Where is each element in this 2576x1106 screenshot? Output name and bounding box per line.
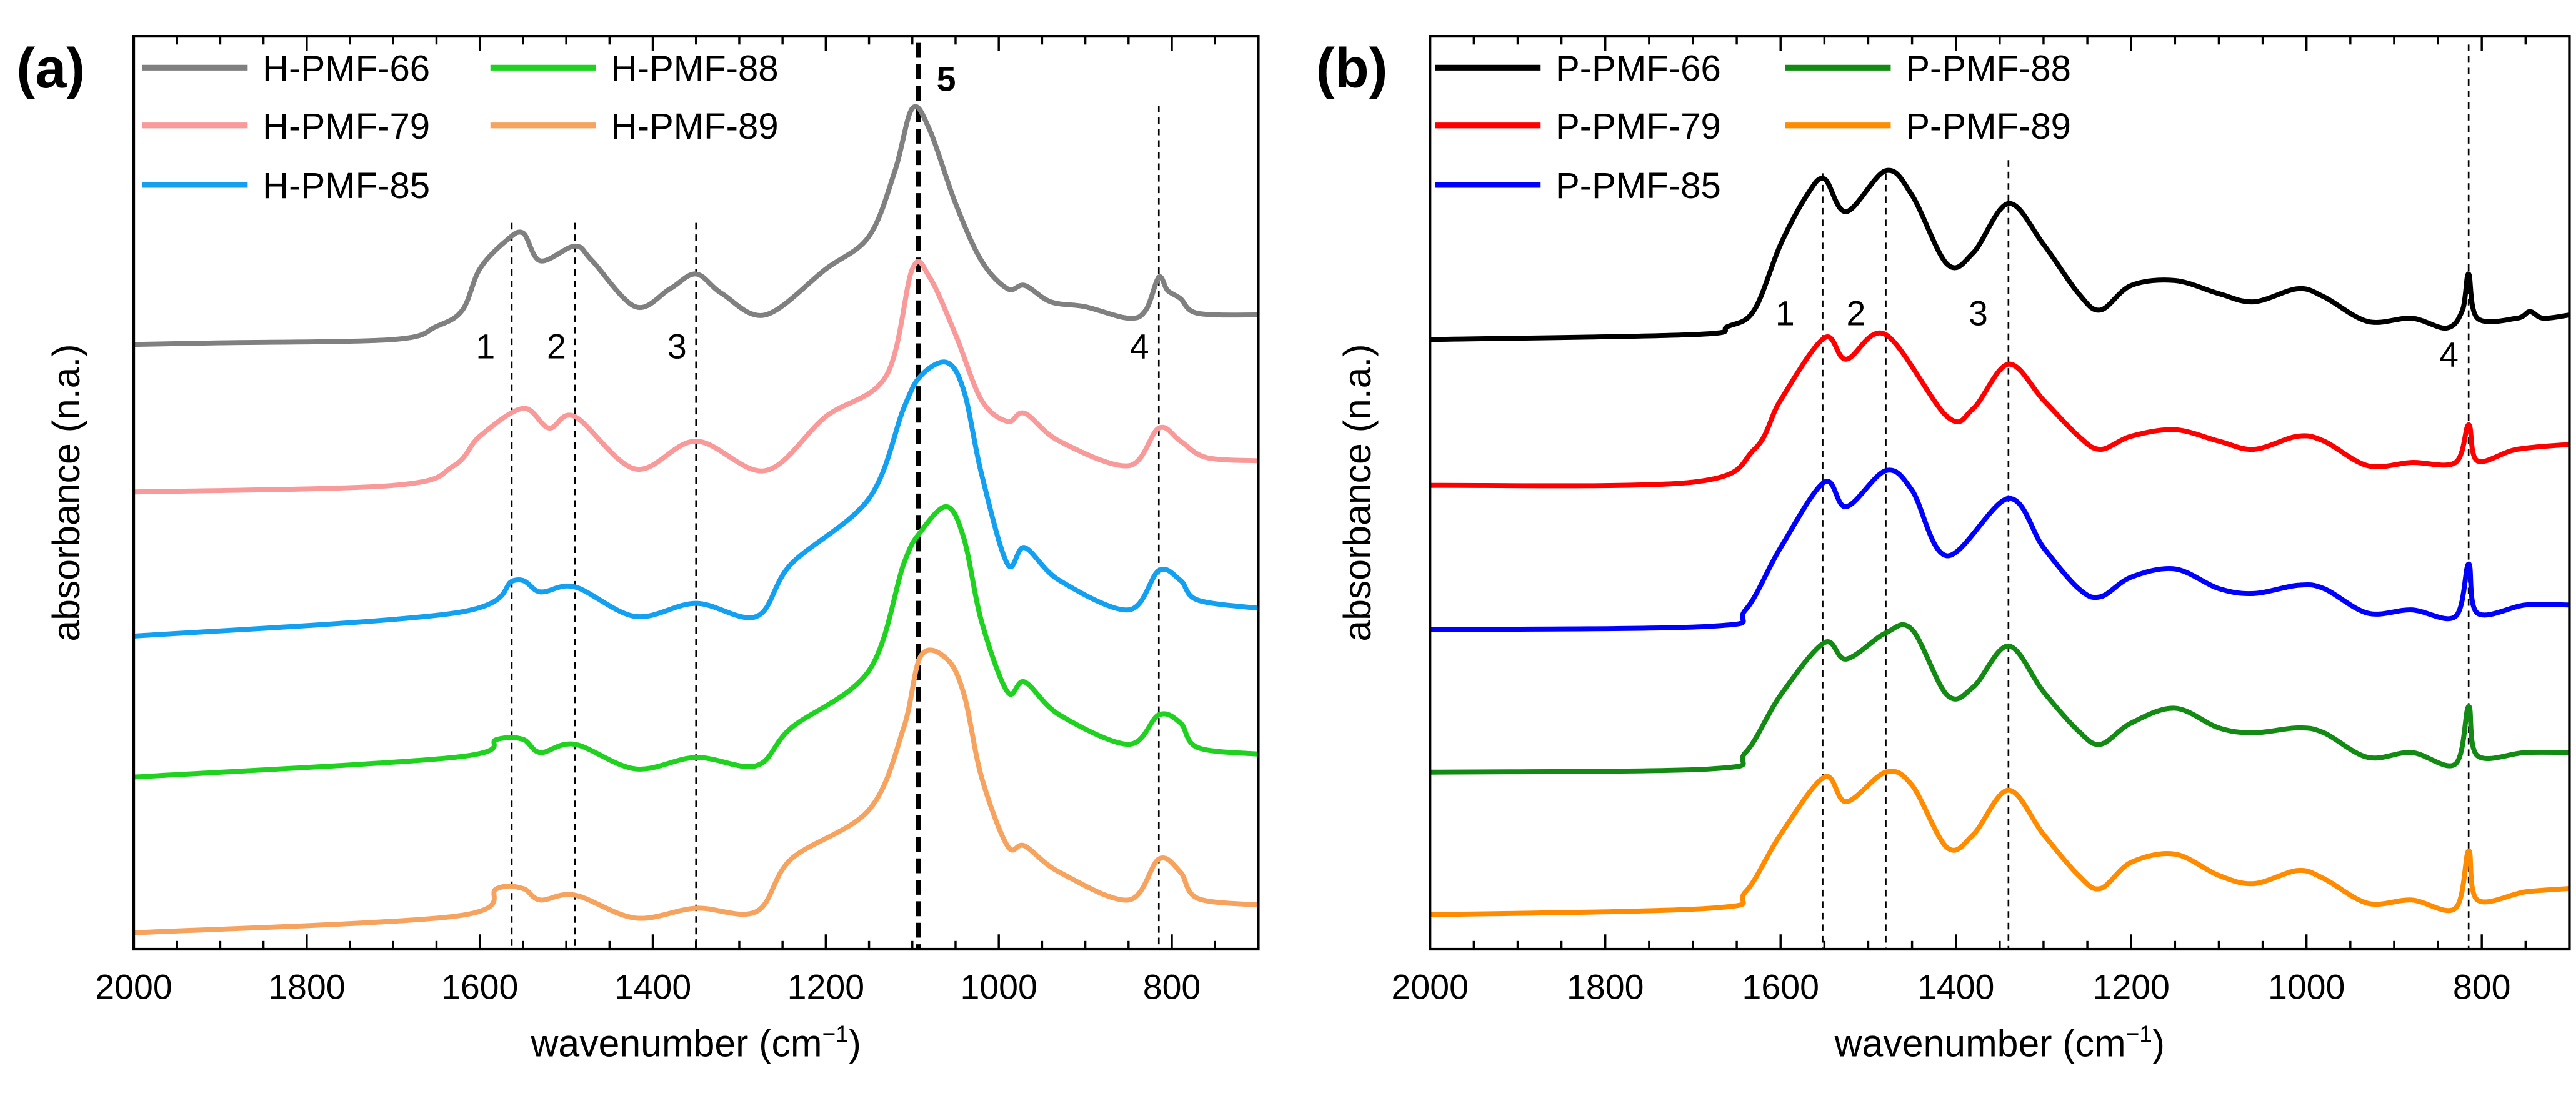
x-axis-label: wavenumber (cm−1) xyxy=(531,1021,861,1065)
legend-item: H-PMF-85 xyxy=(142,166,430,206)
legend-item: H-PMF-79 xyxy=(142,106,430,147)
series-line-h-pmf-66 xyxy=(133,104,1259,347)
peak-label: 2 xyxy=(547,327,566,366)
x-tick-label: 1600 xyxy=(1742,967,1819,1006)
peak-label: 4 xyxy=(1130,327,1149,366)
peak-label: 5 xyxy=(937,59,956,98)
series-line-h-pmf-88 xyxy=(133,504,1259,780)
legend-label: H-PMF-89 xyxy=(611,106,779,147)
x-tick-label: 1600 xyxy=(441,967,518,1006)
series-line-p-pmf-89 xyxy=(1430,769,2570,917)
x-axis-label-sup: −1 xyxy=(2126,1021,2152,1047)
peak-label: 1 xyxy=(476,327,495,366)
legend-label: H-PMF-85 xyxy=(262,166,430,206)
legend-item: P-PMF-79 xyxy=(1435,106,1721,147)
legend-item: P-PMF-85 xyxy=(1435,166,1721,206)
x-tick-label: 1400 xyxy=(1917,967,1994,1006)
x-tick-label: 2000 xyxy=(1392,967,1469,1006)
x-tick-label: 800 xyxy=(2453,967,2511,1006)
peak-label: 3 xyxy=(667,327,687,366)
legend-label: H-PMF-88 xyxy=(611,48,779,89)
x-tick-label: 2000 xyxy=(95,967,172,1006)
x-tick-label: 1000 xyxy=(2268,967,2345,1006)
x-tick-label: 800 xyxy=(1143,967,1201,1006)
x-axis-label-end: ) xyxy=(2152,1022,2165,1065)
x-axis-label-text: wavenumber (cm xyxy=(1834,1022,2126,1065)
peak-label: 2 xyxy=(1847,294,1866,332)
legend-item: P-PMF-88 xyxy=(1785,48,2071,89)
x-tick-label: 1200 xyxy=(787,967,864,1006)
legend-item: H-PMF-88 xyxy=(490,48,779,89)
x-tick-label: 1000 xyxy=(960,967,1037,1006)
legend-label: P-PMF-85 xyxy=(1555,166,1721,206)
x-tick-label: 1200 xyxy=(2092,967,2169,1006)
legend-label: P-PMF-88 xyxy=(1905,48,2071,89)
legend-label: H-PMF-79 xyxy=(262,106,430,147)
panel-a: 1 2 3 4 5 2000 1800 1600 1400 1200 1000 800 wavenumb… xyxy=(16,35,1260,1065)
y-axis-label: absorbance (n.a.) xyxy=(1336,344,1379,642)
x-tick-label: 1800 xyxy=(1567,967,1644,1006)
legend-label: P-PMF-66 xyxy=(1555,48,1721,89)
x-axis-label-text: wavenumber (cm xyxy=(531,1022,822,1065)
y-axis-label: absorbance (n.a.) xyxy=(45,344,87,642)
x-axis-label: wavenumber (cm−1) xyxy=(1834,1021,2165,1065)
legend-label: P-PMF-89 xyxy=(1905,106,2071,147)
legend-item: P-PMF-89 xyxy=(1785,106,2071,147)
series-line-h-pmf-89 xyxy=(133,647,1259,935)
legend-label: P-PMF-79 xyxy=(1555,106,1721,147)
x-tick-label: 1400 xyxy=(614,967,691,1006)
series-line-p-pmf-79 xyxy=(1430,330,2570,489)
x-tick-label: 1800 xyxy=(268,967,345,1006)
legend-label: H-PMF-66 xyxy=(262,48,430,89)
series-line-p-pmf-88 xyxy=(1430,622,2570,775)
x-axis-label-end: ) xyxy=(849,1022,861,1065)
series-line-p-pmf-66 xyxy=(1430,167,2570,342)
legend-item: P-PMF-66 xyxy=(1435,48,1721,89)
panel-b: 1 2 3 4 2000 1800 1600 1400 1200 1000 800 wavenumbe… xyxy=(1316,35,2571,1065)
x-axis-label-sup: −1 xyxy=(822,1021,849,1047)
series-line-p-pmf-85 xyxy=(1430,467,2570,632)
panel-label: (b) xyxy=(1316,37,1388,100)
series-line-h-pmf-85 xyxy=(133,359,1259,639)
peak-label: 4 xyxy=(2439,335,2459,374)
legend-item: H-PMF-66 xyxy=(142,48,430,89)
panel-label: (a) xyxy=(16,37,85,100)
peak-label: 3 xyxy=(1969,294,1988,332)
peak-label: 1 xyxy=(1775,294,1795,332)
legend-item: H-PMF-89 xyxy=(490,106,779,147)
series-line-h-pmf-79 xyxy=(133,259,1259,495)
